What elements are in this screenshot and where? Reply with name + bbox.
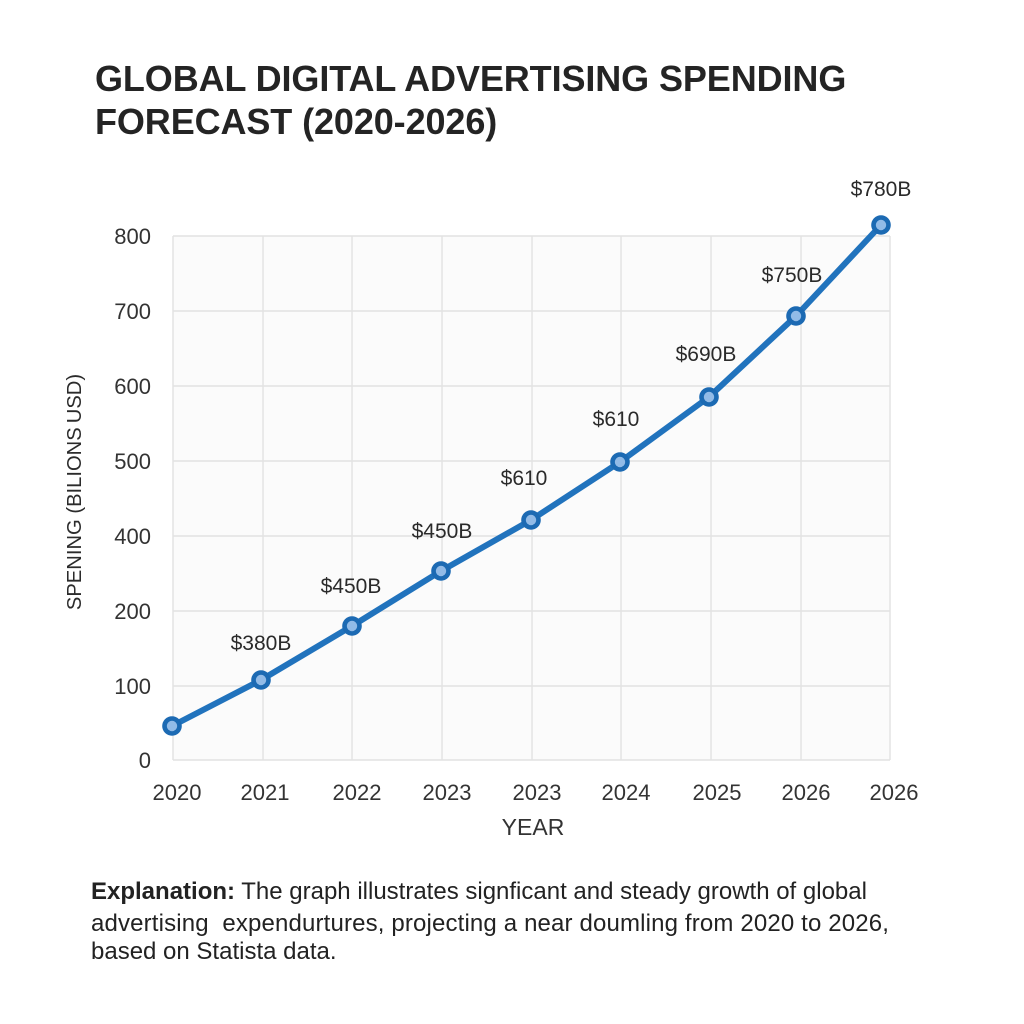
svg-text:100: 100: [114, 674, 151, 699]
svg-text:$450B: $450B: [412, 520, 473, 543]
svg-text:$610: $610: [593, 408, 640, 431]
svg-text:$690B: $690B: [676, 343, 737, 366]
svg-text:500: 500: [114, 449, 151, 474]
svg-text:2020: 2020: [153, 780, 202, 805]
svg-text:2023: 2023: [423, 780, 472, 805]
svg-text:700: 700: [114, 299, 151, 324]
svg-text:400: 400: [114, 524, 151, 549]
svg-text:2024: 2024: [602, 780, 651, 805]
svg-text:2023: 2023: [513, 780, 562, 805]
svg-text:800: 800: [114, 224, 151, 249]
svg-text:200: 200: [114, 599, 151, 624]
svg-text:YEAR: YEAR: [502, 814, 565, 840]
svg-text:2021: 2021: [241, 780, 290, 805]
svg-text:SPENING (BILIONS USD): SPENING (BILIONS USD): [64, 374, 86, 610]
svg-text:Explanation: The graph illustr: Explanation: The graph illustrates signf…: [91, 878, 867, 905]
svg-text:GLOBAL DIGITAL ADVERTISING SPE: GLOBAL DIGITAL ADVERTISING SPENDING: [95, 58, 846, 99]
svg-text:$450B: $450B: [321, 575, 382, 598]
svg-text:$380B: $380B: [231, 632, 292, 655]
svg-text:$610: $610: [501, 467, 548, 490]
svg-text:$750B: $750B: [762, 264, 823, 287]
svg-text:advertising expendurtures, pr: advertising expendurtures, projecting a …: [91, 910, 889, 937]
svg-text:based on Statista data.: based on Statista data.: [91, 938, 337, 965]
svg-text:2025: 2025: [693, 780, 742, 805]
svg-text:0: 0: [139, 748, 151, 773]
svg-text:2026: 2026: [782, 780, 831, 805]
svg-text:$780B: $780B: [851, 178, 912, 201]
svg-text:2022: 2022: [333, 780, 382, 805]
svg-text:600: 600: [114, 374, 151, 399]
svg-text:2026: 2026: [870, 780, 919, 805]
svg-text:FORECAST (2020-2026): FORECAST (2020-2026): [95, 101, 497, 142]
